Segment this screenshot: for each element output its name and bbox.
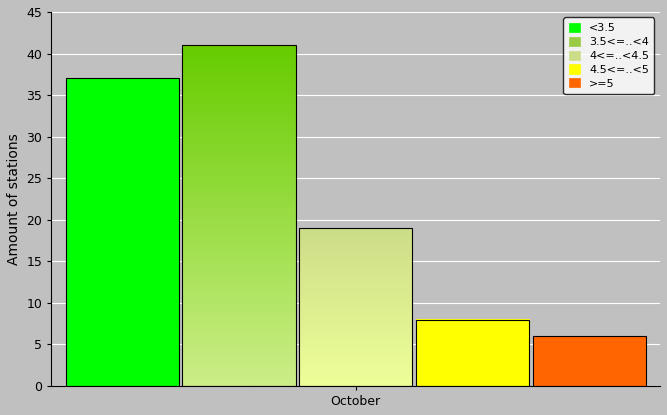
Bar [533, 336, 646, 386]
Bar [416, 320, 529, 386]
Bar [182, 45, 295, 386]
Bar [65, 78, 179, 386]
Y-axis label: Amount of stations: Amount of stations [7, 133, 21, 265]
Bar [299, 228, 412, 386]
Legend: <3.5, 3.5<=..<4, 4<=..<4.5, 4.5<=..<5, >=5: <3.5, 3.5<=..<4, 4<=..<4.5, 4.5<=..<5, >… [564, 17, 654, 94]
